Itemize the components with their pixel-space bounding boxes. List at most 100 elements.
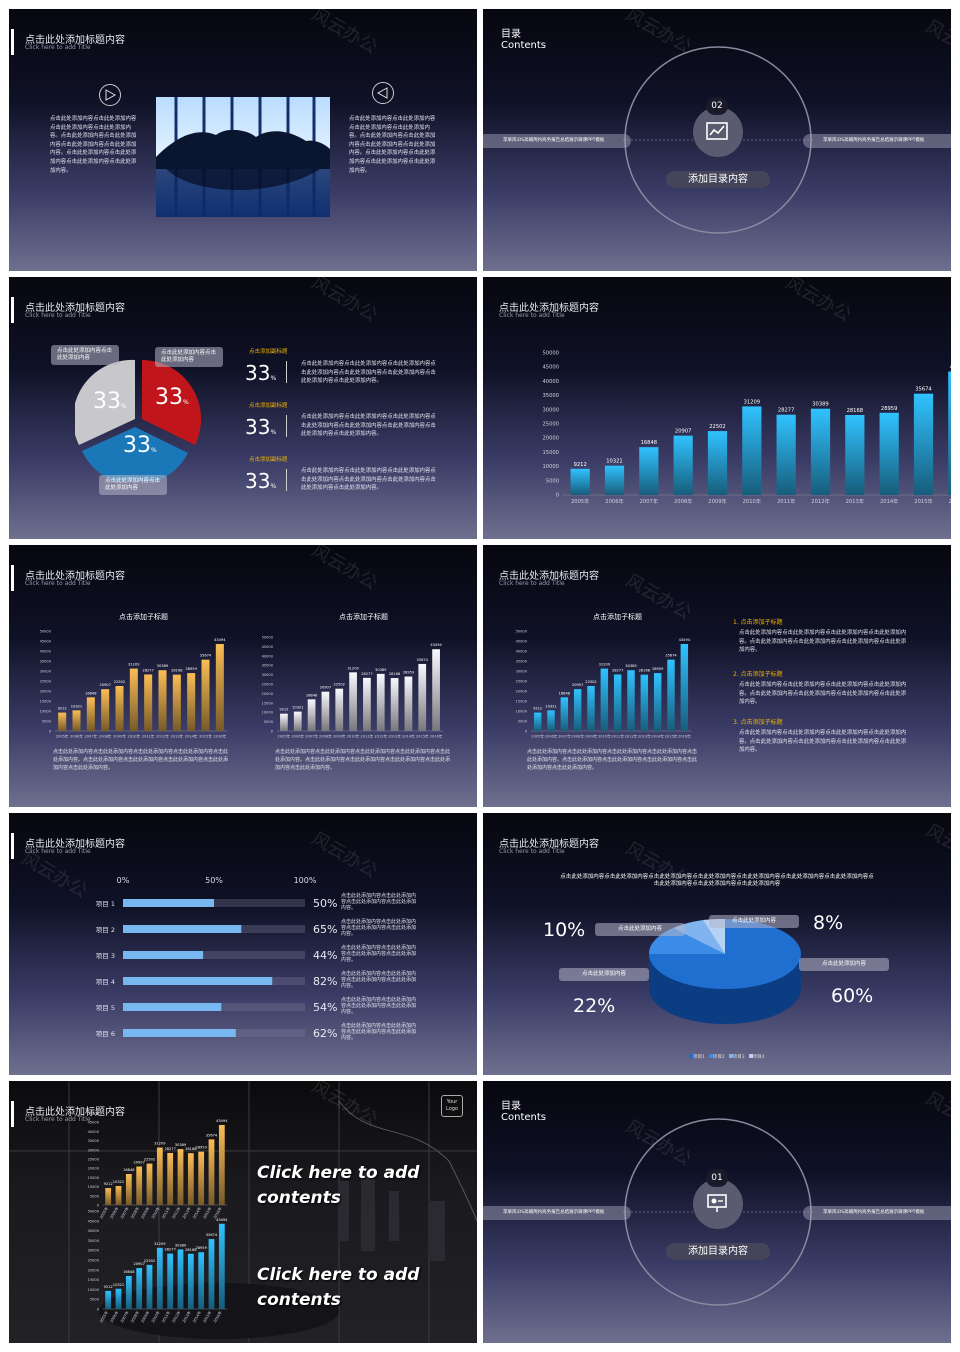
bar-value-label: 22502 [585,680,596,684]
bar [587,685,595,731]
y-tick-label: 5000 [90,1194,100,1198]
y-tick-label: 20000 [88,1167,100,1171]
section-number: 01 [706,1169,728,1187]
x-tick-label: 2015年 [199,734,212,739]
slide-10[interactable]: 目录 Contents 风云办公 风云办公 苹果风iOS高端简约商务报告总结展示… [483,1081,951,1343]
y-tick-label: 10000 [88,1185,100,1189]
y-tick-label: 30000 [516,670,528,674]
bar [105,1188,112,1205]
bar [547,710,555,731]
legend-item: 项目4 [748,1054,765,1060]
x-tick-label: 2013年 [181,1310,192,1324]
right-text: 点击此处添加内容点击此处添加内容点击此处添加内容点击此处添加内容。点击此处添加内… [349,116,436,174]
bar-value-label: 9212 [58,707,67,711]
slide-1[interactable]: 点击此处添加标题内容 Click here to add Title 风云办公 … [9,9,477,271]
bar [72,710,81,731]
slide-title: 点击此处添加标题内容 [25,303,125,314]
x-tick-label: 2015年 [202,1206,213,1220]
y-tick-label: 50000 [542,351,559,357]
point-label: 2. 点击添加子标题 [733,671,783,678]
meeting-photo [156,97,330,217]
side-text-right: 苹果风iOS高端简约商务报告总结展示微课PPT模板 [823,138,925,143]
contents-ring [623,46,813,234]
bar-value-label: 62% [313,1027,337,1040]
y-tick-label: 50000 [262,636,274,640]
slide-subtitle: Click here to add Title [25,312,91,319]
contents-pill[interactable]: 添加目录内容 [666,171,770,188]
y-tick-label: 30000 [88,1148,100,1152]
x-tick-label: 2008年 [571,734,584,739]
x-tick-label: 2012年 [171,1206,182,1220]
bar [208,1139,215,1205]
slide-3[interactable]: 点击此处添加标题内容 Click here to add Title 风云办公 … [9,277,477,539]
slide-9[interactable]: 点击此处添加标题内容 Click here to add Title 风云办公 … [9,1081,477,1343]
x-tick-label: 2016年 [949,497,951,505]
x-tick-label: 2006年 [291,734,304,739]
click-text-2[interactable]: Click here to add contents [257,1265,420,1310]
bar-value-label: 28959 [185,667,197,671]
category-label: 项目 5 [96,1004,115,1012]
play-back-icon [372,82,394,104]
click-text-1[interactable]: Click here to add contents [257,1163,420,1208]
category-label: 项目 1 [96,900,115,908]
slide-title: 点击此处添加标题内容 [25,35,125,46]
bar [177,1249,184,1309]
title-marker [11,297,14,323]
bar [653,673,662,731]
stat-number: 33% [245,469,277,493]
bar [948,371,951,495]
watermark: 风云办公 [921,1088,951,1143]
x-tick-label: 2015年 [202,1310,213,1324]
y-tick-label: 45000 [516,640,528,644]
x-tick-label: 2005年 [278,734,291,739]
x-tick-label: 2012年 [811,497,829,505]
bar [627,670,635,731]
x-tick-label: 2005年 [56,734,69,739]
bar [321,691,330,731]
slide-2[interactable]: 目录 Contents 风云办公 风云办公 苹果风iOS高端简约商务报告总结展示… [483,9,951,271]
bar-value-label: 10321 [113,1283,124,1287]
slide-8[interactable]: 点击此处添加标题内容 Click here to add Title 风云办公 … [483,813,951,1075]
legend-item: 项目1 [689,1054,705,1060]
y-tick-label: 30000 [262,673,274,677]
x-tick-label: 2009年 [708,497,726,505]
x-tick-label: 2015年 [914,497,932,505]
pct-label-10: 10% [543,919,586,941]
bar-value-label: 28277 [612,668,623,672]
slide-subtitle: Click here to add Title [25,1116,91,1123]
bar-value-label: 20907 [133,1161,144,1165]
bar-value-label: 20907 [675,429,692,435]
x-tick-label: 2013年 [181,1206,192,1220]
bar-value-label: 43494 [214,638,226,642]
slide-4[interactable]: 点击此处添加标题内容 Click here to add Title 风云办公 … [483,277,951,539]
bar [418,663,427,731]
slide-6[interactable]: 点击此处添加标题内容 Click here to add Title 风云办公 … [483,545,951,807]
bar-value-label: 54% [313,1001,337,1014]
bar [349,672,357,731]
y-tick-label: 35000 [542,393,559,399]
slide-7[interactable]: 点击此处添加标题内容 Click here to add Title 风云办公 … [9,813,477,1075]
bar [613,674,622,731]
y-tick-label: 15000 [40,700,52,704]
y-tick-label: 20000 [88,1268,100,1272]
x-tick-label: 2010年 [743,497,761,505]
bar [280,713,288,731]
bar [123,1003,222,1011]
x-tick-label: 2010年 [150,1206,161,1220]
bar [177,1149,184,1205]
point-text: 点击此处添加内容点击此处添加内容点击此处添加内容点击此处添加内容。点击此处添加内… [739,630,907,654]
bar-value-label: 10321 [606,459,623,465]
slide-5[interactable]: 点击此处添加标题内容 Click here to add Title 风云办公 … [9,545,477,807]
x-tick-label: 2007年 [84,734,97,739]
bar [146,1163,153,1205]
bar-desc: 点击此处添加内容点击此处添加内容点击此处添加内容点击此处添加内容。 [341,971,417,990]
x-tick-label: 2011年 [777,497,795,505]
stat-label: 点击添加副标题 [249,403,288,409]
watermark: 风云办公 [307,277,381,327]
bar-value-label: 65% [313,923,337,936]
bar-value-label: 50% [313,897,337,910]
contents-pill[interactable]: 添加目录内容 [666,1243,770,1260]
bar-chart-white: 0 5000 10000 15000 20000 25000 30000 35000 40000… [262,636,443,739]
bar-value-label: 10321 [545,704,556,708]
bar [172,674,181,731]
